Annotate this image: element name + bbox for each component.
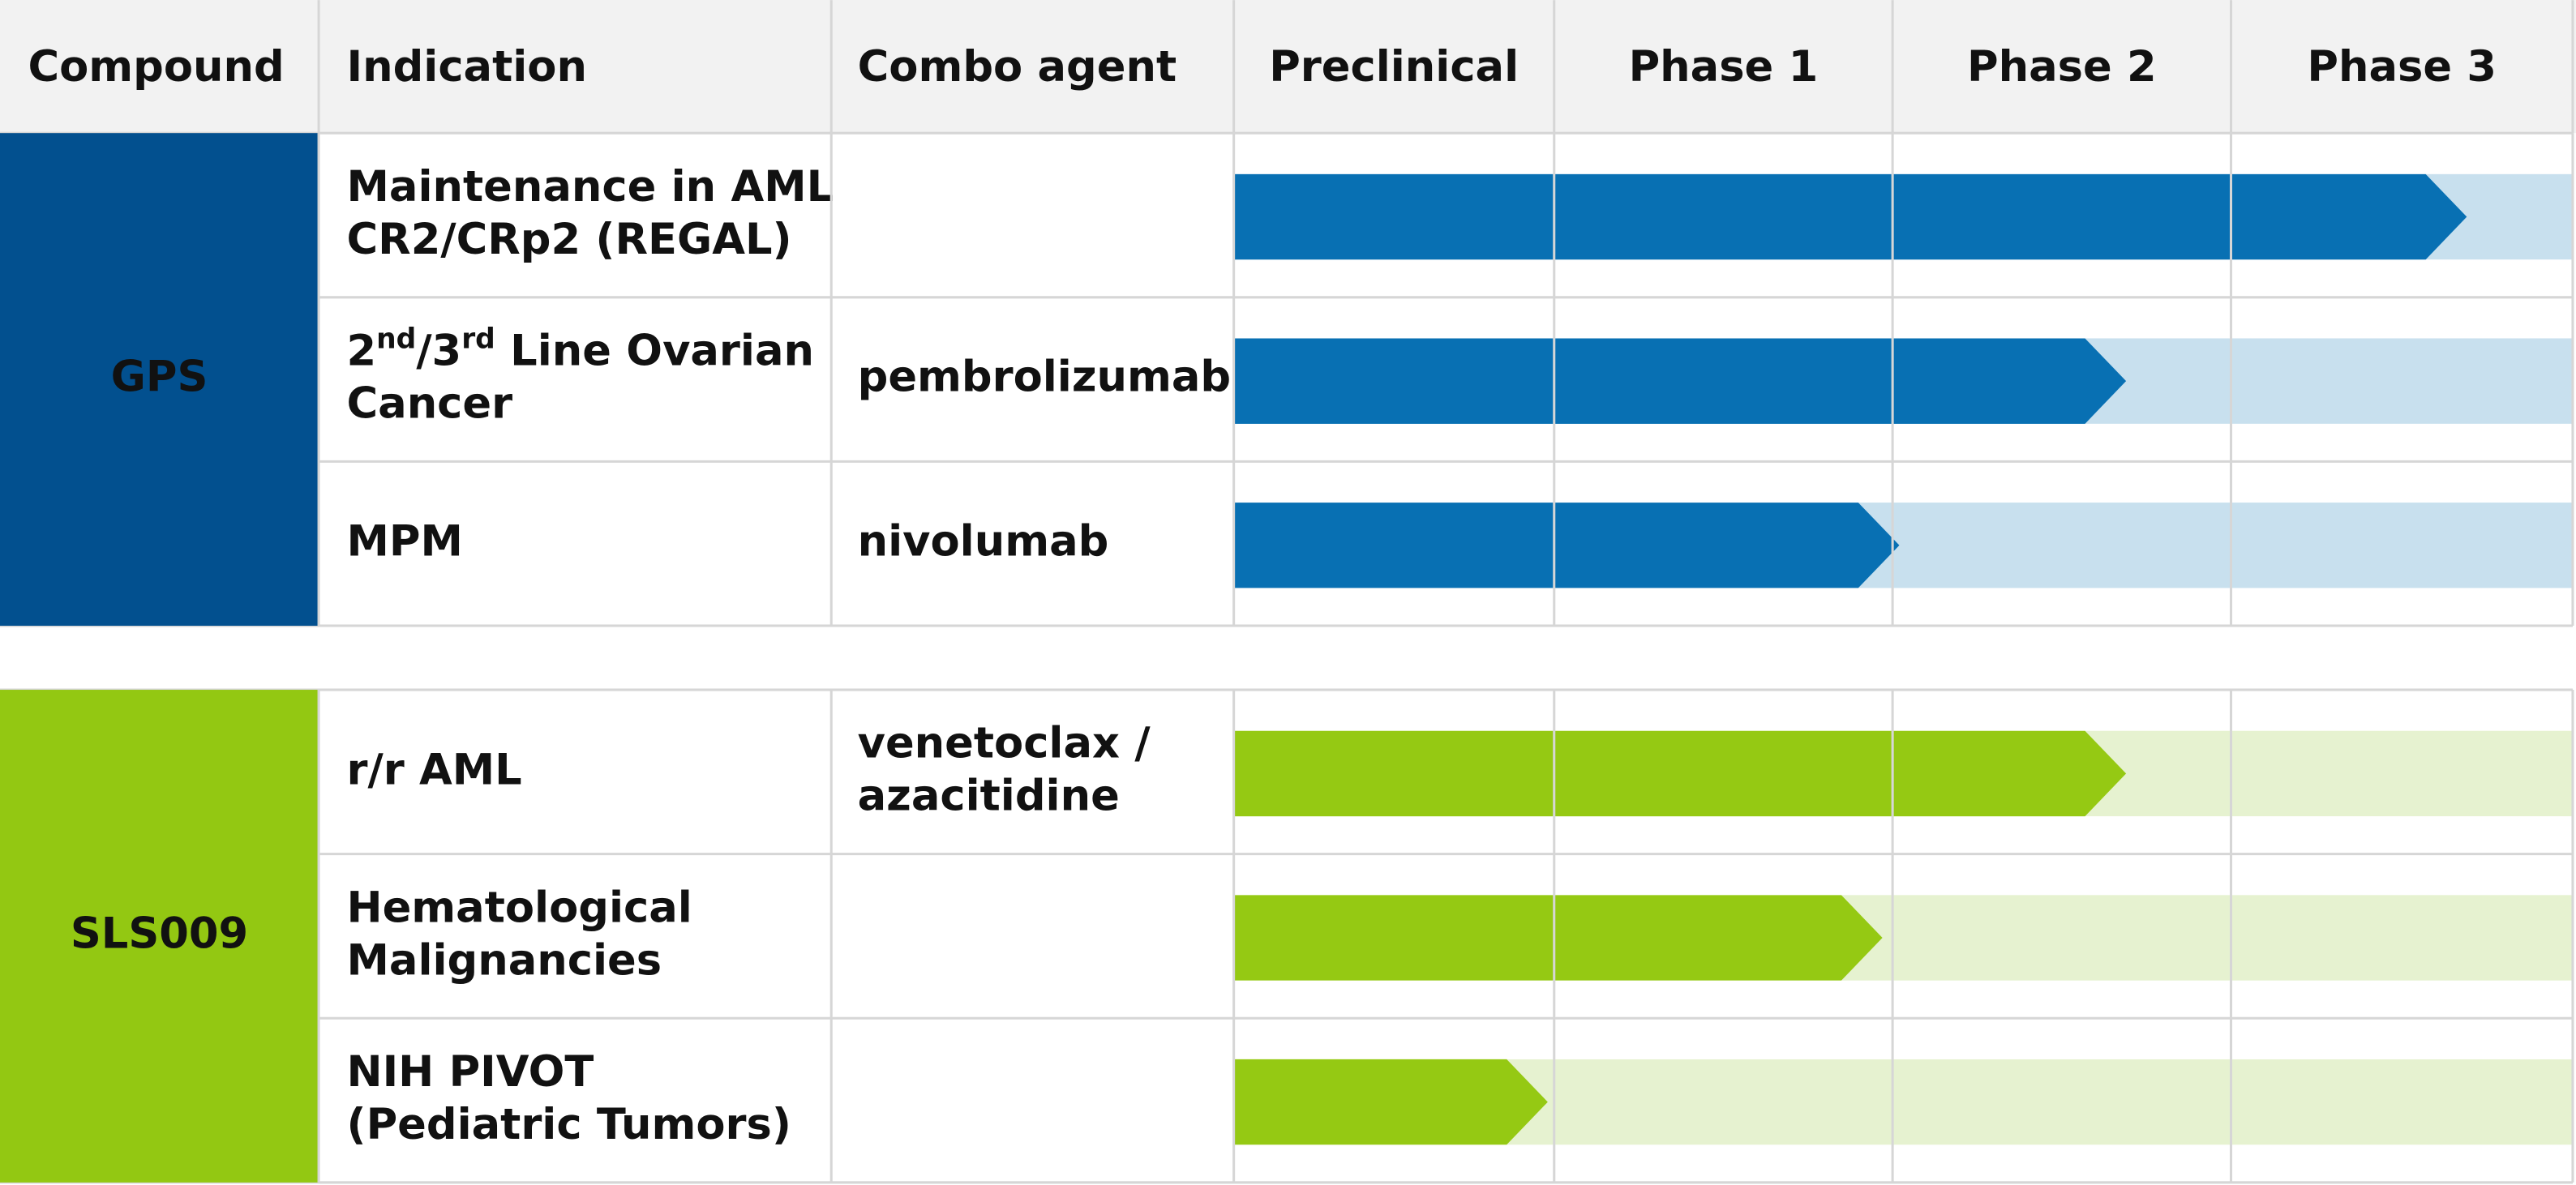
indication-text: CR2/CRp2 (REGAL): [347, 215, 792, 264]
column-header: Indication: [347, 42, 587, 92]
indication-part: Hematological: [347, 883, 692, 932]
combo-agent: pembrolizumab: [858, 353, 1231, 402]
indication-part: MPM: [347, 516, 463, 566]
compound-name: SLS009: [71, 909, 248, 959]
combo-agent: nivolumab: [858, 516, 1109, 566]
compound-name: GPS: [111, 353, 208, 402]
indication-part: NIH PIVOT: [347, 1047, 594, 1097]
superscript: rd: [461, 323, 495, 355]
combo-agent: azacitidine: [858, 771, 1120, 820]
indication-text: Malignancies: [347, 935, 662, 985]
indication-text: Maintenance in AML: [347, 162, 834, 212]
indication-text: 2nd/3rd Line Ovarian: [347, 323, 814, 375]
compound-cell: [0, 690, 319, 1183]
column-header: Phase 1: [1629, 42, 1819, 92]
indication-text: r/r AML: [347, 745, 522, 794]
indication-part: Maintenance in AML: [347, 162, 834, 212]
indication-text: Cancer: [347, 379, 513, 428]
indication-part: /3: [416, 326, 461, 375]
progress-bar: [1233, 503, 1900, 588]
progress-bar: [1233, 1059, 1548, 1145]
compound-cell: [0, 133, 319, 627]
indication-part: Malignancies: [347, 935, 662, 985]
indication-text: MPM: [347, 516, 463, 566]
indication-text: NIH PIVOT: [347, 1047, 594, 1097]
column-header: Compound: [28, 42, 284, 92]
column-header: Phase 3: [2307, 42, 2497, 92]
progress-bar: [1233, 730, 2127, 817]
progress-bar: [1233, 895, 1883, 981]
column-header: Phase 2: [1967, 42, 2157, 92]
indication-text: Hematological: [347, 883, 692, 932]
progress-bar: [1233, 338, 2127, 424]
column-header: Preclinical: [1269, 42, 1519, 92]
superscript: nd: [376, 323, 416, 355]
header-background: [0, 0, 2576, 134]
combo-agent: venetoclax /: [858, 719, 1151, 768]
indication-part: Line Ovarian: [495, 326, 814, 375]
indication-part: Cancer: [347, 379, 513, 428]
indication-text: (Pediatric Tumors): [347, 1100, 791, 1149]
column-header: Combo agent: [858, 42, 1177, 92]
indication-part: CR2/CRp2 (REGAL): [347, 215, 792, 264]
indication-part: (Pediatric Tumors): [347, 1100, 791, 1149]
progress-bar: [1233, 173, 2467, 260]
indication-part: 2: [347, 326, 377, 375]
indication-part: r/r AML: [347, 745, 522, 794]
